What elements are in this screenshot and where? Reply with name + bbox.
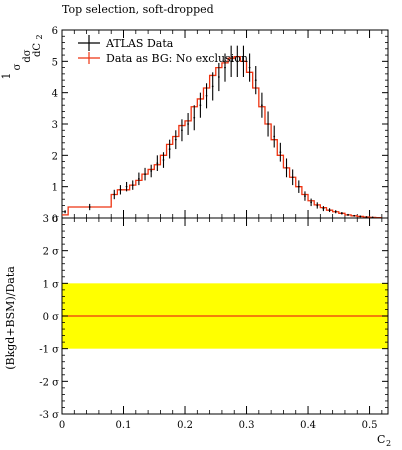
ratio-ytick-label: -1 σ (39, 345, 59, 356)
chart-title: Top selection, soft-dropped (62, 3, 214, 16)
data-point (248, 66, 251, 69)
xlabel-main: C (377, 433, 385, 446)
data-point (279, 151, 282, 154)
data-point (304, 195, 306, 197)
data-point (125, 185, 128, 188)
data-point (242, 60, 245, 63)
data-point (347, 213, 349, 216)
data-point (205, 94, 208, 97)
xtick-label: 0.1 (116, 420, 132, 431)
ratio-ylabel: (Bkgd+BSM)/Data (4, 266, 17, 370)
data-point (64, 210, 66, 213)
main-ylabel-dc-sub: 2 (35, 34, 44, 39)
data-point (181, 129, 183, 132)
data-point (131, 184, 134, 187)
xlabel: C 2 (377, 433, 391, 448)
data-point (217, 76, 220, 78)
data-point (162, 159, 165, 161)
main-ytick-label: 6 (52, 26, 58, 37)
main-ylabel-sigma: σ (12, 63, 23, 70)
ratio-ytick-label: -2 σ (39, 377, 59, 388)
data-point (113, 193, 116, 196)
data-point (273, 135, 276, 138)
data-point (359, 215, 362, 218)
xlabel-sub: 2 (386, 439, 391, 448)
data-point (353, 214, 356, 217)
data-point (291, 176, 294, 179)
ratio-ytick-label: 0 σ (43, 312, 60, 323)
main-ytick-label: 1 (52, 183, 58, 194)
data-point (137, 177, 140, 180)
data-point (334, 210, 337, 213)
main-ylabel-dsigma: dσ (22, 49, 33, 62)
xtick-label: 0.3 (239, 420, 255, 431)
data-point (193, 116, 196, 119)
ratio-ytick-label: 1 σ (43, 279, 60, 290)
xtick-label: 0.4 (300, 420, 316, 431)
data-point (310, 201, 313, 204)
main-ylabel-dc: dC (32, 43, 43, 57)
legend: ATLAS Data Data as BG: No exclusion (78, 35, 248, 65)
data-point (187, 123, 189, 125)
data-point (168, 148, 171, 150)
bg-step-line (62, 55, 382, 219)
data-point (254, 79, 257, 82)
data-point (267, 123, 269, 125)
data-point (316, 204, 319, 207)
xtick-label: 0.5 (362, 420, 378, 431)
legend-entry-atlas: ATLAS Data (78, 35, 174, 51)
xtick-label: 0.2 (177, 420, 193, 431)
data-point (211, 85, 214, 88)
main-plot: 0 1 2 3 4 5 6 (52, 26, 389, 225)
data-point (340, 212, 343, 215)
data-point (174, 138, 177, 141)
data-point (119, 188, 122, 191)
main-ytick-label: 4 (52, 89, 58, 100)
data-point (230, 60, 233, 63)
data-point (328, 209, 331, 212)
main-ytick-label: 2 (52, 151, 58, 162)
main-ytick-label: 5 (52, 57, 58, 68)
main-ytick-label: 3 (52, 120, 58, 131)
main-ylabel: 1 σ dσ dC 2 (0, 34, 44, 79)
data-point (224, 66, 226, 69)
xtick-label: 0 (59, 420, 65, 431)
legend-label-bg: Data as BG: No exclusion (106, 52, 248, 65)
data-point (322, 207, 325, 210)
data-point (199, 104, 202, 107)
main-ylabel-prefix: 1 (0, 73, 13, 80)
data-point (150, 170, 153, 172)
data-point (297, 185, 300, 188)
ratio-ytick-label: 2 σ (43, 247, 60, 258)
data-point (144, 173, 146, 176)
data-point (236, 60, 239, 63)
data-point (88, 206, 91, 208)
ratio-ytick-label: -3 σ (39, 410, 59, 421)
legend-label-atlas: ATLAS Data (105, 37, 174, 50)
data-point (156, 162, 159, 165)
data-point (285, 166, 288, 169)
legend-entry-bg: Data as BG: No exclusion (78, 52, 248, 65)
main-ytick-label: 0 (52, 214, 58, 225)
data-point (261, 104, 263, 107)
ratio-ytick-label: 3 σ (43, 214, 60, 225)
ratio-plot: 3 σ2 σ1 σ0 σ-1 σ-2 σ-3 σ0 0.1 0.2 0.3 0.4 0.5 (39, 214, 389, 431)
